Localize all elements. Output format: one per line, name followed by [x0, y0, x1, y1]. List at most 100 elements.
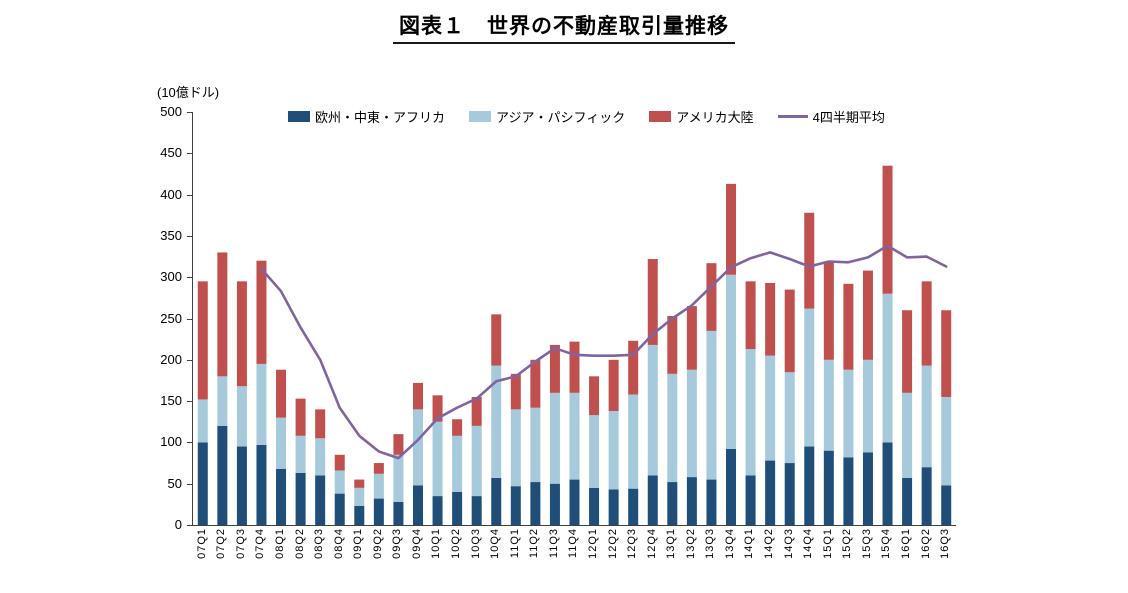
bar-segment-series0-11Q3	[549, 483, 560, 525]
x-axis-label: 12Q3	[626, 528, 639, 559]
bar-segment-series2-13Q2	[686, 306, 697, 370]
bar-segment-series2-10Q3	[471, 396, 482, 426]
bar-segment-series2-10Q4	[491, 314, 502, 366]
bar-segment-series2-15Q2	[843, 283, 854, 370]
x-axis-label: 15Q2	[841, 528, 854, 559]
bar-segment-series2-12Q1	[589, 376, 600, 416]
x-axis-label: 08Q4	[332, 528, 345, 559]
y-axis-label: 200	[160, 351, 182, 367]
bar-segment-series0-10Q4	[491, 477, 502, 525]
bar-segment-series2-14Q1	[745, 281, 756, 350]
x-axis-label: 11Q2	[528, 528, 541, 559]
x-axis-label: 15Q3	[860, 528, 873, 559]
y-axis-label: 150	[160, 393, 182, 409]
bar-segment-series0-15Q4	[882, 442, 893, 525]
y-axis-tick	[187, 112, 192, 113]
bar-segment-series1-10Q2	[452, 435, 463, 492]
x-axis-label: 11Q1	[508, 528, 521, 559]
bar-segment-series2-07Q4	[256, 260, 267, 364]
bar-segment-series2-09Q3	[393, 434, 404, 455]
bar-segment-series0-10Q2	[452, 491, 463, 525]
bar-segment-series0-13Q1	[667, 482, 678, 525]
bar-segment-series0-14Q4	[804, 446, 815, 525]
x-axis-label: 11Q3	[547, 528, 560, 559]
bar-segment-series1-10Q3	[471, 425, 482, 497]
x-axis-label: 14Q3	[782, 528, 795, 559]
bar-segment-series2-12Q3	[628, 340, 639, 395]
x-axis-label: 14Q4	[802, 528, 815, 559]
bar-segment-series1-11Q1	[510, 409, 521, 487]
y-axis-label: 50	[167, 475, 182, 491]
y-axis-label: 100	[160, 434, 182, 450]
legend-item-apac: アジア・パシフィック	[469, 107, 625, 126]
bar-segment-series2-16Q3	[941, 310, 952, 397]
bar-segment-series1-15Q4	[882, 293, 893, 443]
legend-label-americas: アメリカ大陸	[676, 110, 754, 125]
x-axis-label: 12Q2	[606, 528, 619, 559]
bar-segment-series0-16Q1	[902, 477, 913, 525]
bar-segment-series2-08Q4	[334, 454, 345, 471]
bar-segment-series2-13Q1	[667, 316, 678, 374]
bar-segment-series2-15Q1	[823, 262, 834, 360]
bar-segment-series0-11Q4	[569, 479, 580, 525]
x-axis-label: 13Q4	[723, 528, 736, 559]
legend-line-marker-4q-average	[777, 115, 808, 118]
bar-segment-series2-14Q4	[804, 212, 815, 309]
bar-segment-series0-08Q3	[315, 475, 326, 525]
bar-segment-series1-08Q2	[295, 435, 306, 473]
x-axis-label: 11Q4	[567, 528, 580, 559]
bar-segment-series2-08Q1	[276, 369, 287, 418]
bar-segment-series2-14Q2	[765, 282, 776, 356]
y-axis-tick	[187, 318, 192, 320]
y-axis-label: 400	[160, 186, 182, 202]
y-axis-label: 500	[160, 104, 182, 119]
bar-segment-series0-09Q3	[393, 501, 404, 525]
bar-segment-series1-07Q4	[256, 363, 267, 445]
legend-item-4q-average: 4四半期平均	[777, 107, 885, 126]
bar-segment-series1-12Q4	[647, 344, 658, 476]
x-axis-label: 10Q1	[430, 528, 443, 559]
legend-label-4q-average: 4四半期平均	[812, 110, 885, 125]
legend-item-emea: 欧州・中東・アフリカ	[288, 107, 445, 126]
bar-segment-series0-08Q2	[295, 472, 306, 525]
bar-segment-series1-10Q1	[432, 421, 443, 497]
bar-segment-series2-14Q3	[784, 289, 795, 373]
y-axis-label: 250	[160, 310, 182, 326]
bar-segment-series0-14Q1	[745, 475, 756, 525]
x-axis-label: 08Q3	[313, 528, 326, 559]
bar-segment-series0-14Q2	[765, 460, 776, 525]
bar-segment-series1-12Q1	[589, 415, 600, 488]
bar-segment-series0-12Q2	[608, 489, 619, 525]
bar-segment-series0-09Q4	[412, 485, 423, 525]
bar-segment-series0-13Q4	[726, 449, 737, 525]
bar-segment-series1-14Q1	[745, 349, 756, 476]
bar-segment-series1-14Q2	[765, 355, 776, 461]
bar-segment-series1-08Q1	[276, 417, 287, 469]
bar-segment-series2-15Q4	[882, 165, 893, 294]
legend-swatch-apac	[469, 111, 492, 122]
y-axis-unit-label: (10億ドル)	[157, 85, 220, 100]
bar-segment-series1-07Q1	[197, 399, 208, 443]
bar-segment-series2-11Q2	[530, 359, 541, 408]
bar-segment-series0-07Q4	[256, 444, 267, 525]
bar-segment-series0-12Q3	[628, 488, 639, 525]
y-axis-tick	[187, 359, 192, 361]
bar-segment-series0-11Q1	[510, 486, 521, 525]
bar-segment-series2-11Q3	[549, 344, 560, 393]
x-axis-label: 10Q3	[469, 528, 482, 559]
bar-segment-series2-11Q4	[569, 341, 580, 393]
y-axis-tick	[187, 525, 192, 526]
bar-segment-series1-15Q2	[843, 369, 854, 458]
bar-segment-series2-09Q1	[354, 479, 365, 488]
bar-segment-series0-13Q3	[706, 479, 717, 525]
y-axis-label: 0	[174, 517, 182, 532]
bar-segment-series1-12Q2	[608, 411, 619, 490]
chart-title-row: 図表１ 世界の不動産取引量推移	[0, 10, 1128, 44]
x-axis-label: 09Q4	[410, 528, 423, 559]
bar-segment-series1-16Q3	[941, 396, 952, 486]
bar-segment-series0-12Q4	[647, 475, 658, 525]
bar-segment-series2-16Q2	[921, 281, 932, 366]
x-axis-label: 14Q1	[743, 528, 756, 559]
bar-segment-series2-11Q1	[510, 373, 521, 410]
x-axis-label: 13Q2	[684, 528, 697, 559]
